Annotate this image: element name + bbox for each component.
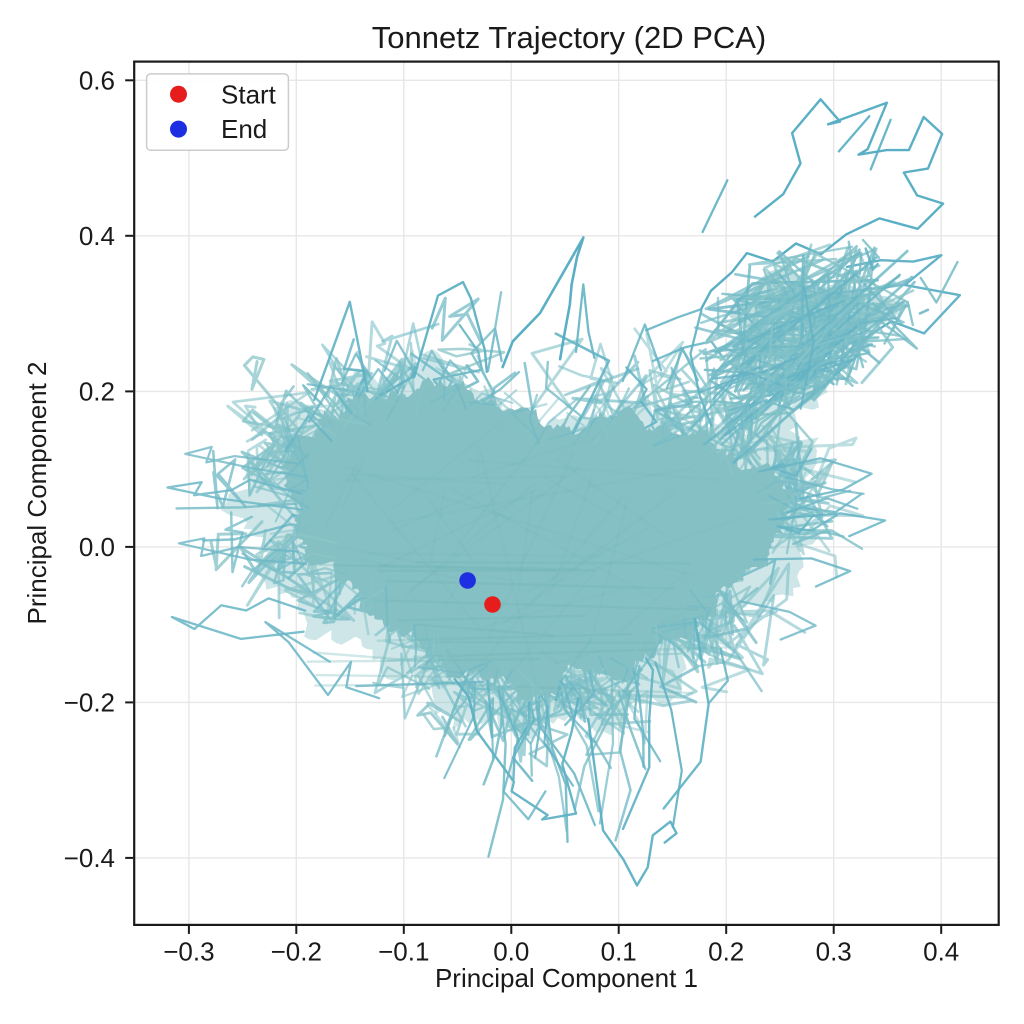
svg-text:Principal Component 2: Principal Component 2 [22,361,52,624]
svg-text:0.0: 0.0 [79,532,115,562]
svg-text:0.4: 0.4 [79,221,115,251]
svg-text:−0.4: −0.4 [64,843,115,873]
svg-text:0.1: 0.1 [601,937,637,967]
svg-text:−0.2: −0.2 [64,688,115,718]
svg-text:0.3: 0.3 [816,937,852,967]
svg-text:End: End [221,114,267,144]
svg-text:0.6: 0.6 [79,66,115,96]
svg-text:−0.1: −0.1 [378,937,429,967]
svg-text:Tonnetz Trajectory (2D PCA): Tonnetz Trajectory (2D PCA) [372,20,767,55]
svg-text:0.0: 0.0 [493,937,529,967]
svg-text:−0.3: −0.3 [163,937,214,967]
svg-text:Start: Start [221,79,277,109]
svg-text:0.2: 0.2 [708,937,744,967]
svg-text:0.2: 0.2 [79,377,115,407]
svg-text:0.4: 0.4 [923,937,959,967]
svg-text:Principal Component 1: Principal Component 1 [435,963,698,993]
svg-text:−0.2: −0.2 [271,937,322,967]
